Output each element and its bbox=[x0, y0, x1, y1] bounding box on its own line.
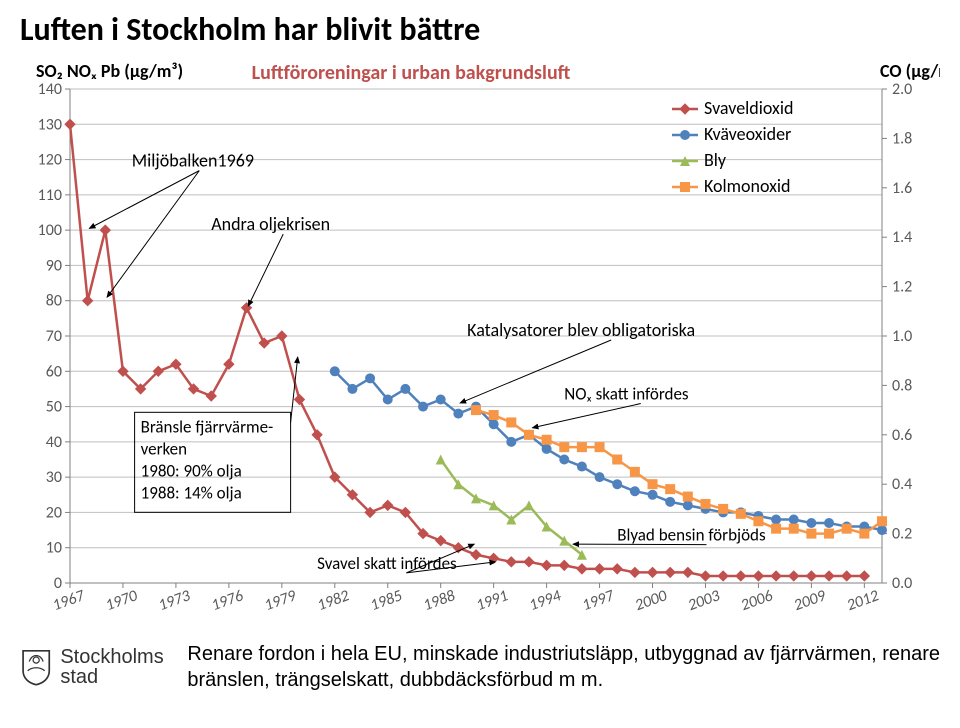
svg-text:20: 20 bbox=[46, 503, 62, 522]
svg-text:1.8: 1.8 bbox=[892, 129, 912, 148]
svg-text:0.2: 0.2 bbox=[892, 525, 912, 544]
svg-text:90: 90 bbox=[46, 256, 62, 275]
svg-text:Svavel skatt infördes: Svavel skatt infördes bbox=[317, 553, 457, 574]
svg-text:NOₓ skatt infördes: NOₓ skatt infördes bbox=[564, 384, 689, 405]
svg-text:10: 10 bbox=[46, 539, 62, 558]
page-title: Luften i Stockholm har blivit bättre bbox=[20, 10, 940, 49]
svg-text:140: 140 bbox=[38, 80, 62, 99]
svg-text:0.4: 0.4 bbox=[892, 475, 912, 494]
svg-text:120: 120 bbox=[38, 151, 62, 170]
svg-text:1988: 14% olja: 1988: 14% olja bbox=[141, 482, 242, 503]
svg-text:Svaveldioxid: Svaveldioxid bbox=[704, 97, 793, 119]
chart-svg: 0 10 20 30 40 50 60 70 80 90 100 110 120 130 140 0.0 0.2… bbox=[20, 53, 940, 633]
svg-text:0.8: 0.8 bbox=[892, 376, 912, 395]
svg-text:Blyad bensin förbjöds: Blyad bensin förbjöds bbox=[617, 525, 766, 546]
stockholm-logo: Stockholms stad bbox=[20, 642, 173, 692]
svg-text:0.0: 0.0 bbox=[892, 574, 912, 593]
svg-text:CO (µg/m³): CO (µg/m³) bbox=[880, 60, 940, 82]
svg-text:Katalysatorer blev obligatoris: Katalysatorer blev obligatoriska bbox=[467, 319, 695, 341]
svg-text:Miljöbalken1969: Miljöbalken1969 bbox=[132, 150, 254, 172]
footer: Stockholms stad Renare fordon i hela EU,… bbox=[20, 641, 940, 693]
svg-text:80: 80 bbox=[46, 292, 62, 311]
svg-text:60: 60 bbox=[46, 362, 62, 381]
svg-text:Kväveoxider: Kväveoxider bbox=[704, 123, 791, 145]
footer-text: Renare fordon i hela EU, minskade indust… bbox=[187, 641, 940, 693]
svg-text:70: 70 bbox=[46, 327, 62, 346]
svg-text:1.2: 1.2 bbox=[892, 278, 912, 297]
svg-text:SO₂ NOₓ Pb (µg/m³): SO₂ NOₓ Pb (µg/m³) bbox=[36, 60, 183, 82]
shield-icon bbox=[20, 642, 52, 692]
logo-label: Stockholms stad bbox=[60, 647, 173, 687]
svg-text:2.0: 2.0 bbox=[892, 80, 912, 99]
svg-text:0: 0 bbox=[54, 574, 62, 593]
svg-text:0.6: 0.6 bbox=[892, 426, 912, 445]
svg-text:1.0: 1.0 bbox=[892, 327, 912, 346]
svg-text:130: 130 bbox=[38, 115, 62, 134]
svg-text:30: 30 bbox=[46, 468, 62, 487]
svg-text:1980: 90% olja: 1980: 90% olja bbox=[141, 460, 242, 481]
svg-text:Luftföroreningar i urban bakgr: Luftföroreningar i urban bakgrundsluft bbox=[252, 61, 571, 85]
chart-container: 0 10 20 30 40 50 60 70 80 90 100 110 120 130 140 0.0 0.2… bbox=[20, 53, 940, 633]
svg-text:Bly: Bly bbox=[704, 149, 727, 171]
svg-text:50: 50 bbox=[46, 398, 62, 417]
svg-text:1.4: 1.4 bbox=[892, 228, 912, 247]
svg-text:100: 100 bbox=[38, 221, 62, 240]
svg-text:Andra oljekrisen: Andra oljekrisen bbox=[211, 213, 330, 235]
svg-text:Kolmonoxid: Kolmonoxid bbox=[704, 175, 791, 197]
svg-text:1.6: 1.6 bbox=[892, 179, 912, 198]
svg-text:110: 110 bbox=[38, 186, 62, 205]
svg-text:verken: verken bbox=[141, 438, 187, 459]
svg-text:40: 40 bbox=[46, 433, 62, 452]
svg-text:Bränsle fjärrvärme-: Bränsle fjärrvärme- bbox=[141, 416, 274, 437]
